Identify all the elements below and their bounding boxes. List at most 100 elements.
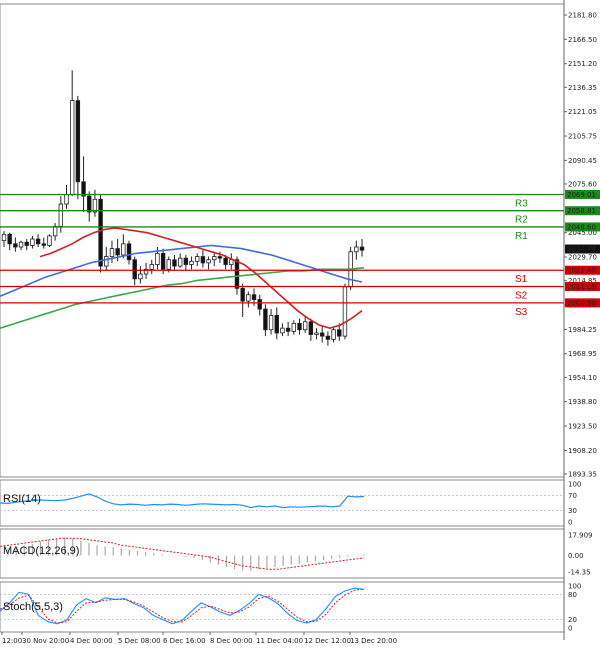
candle-body [87,195,92,213]
candle-body [41,243,46,246]
candle-body [7,233,12,245]
price-tick-label: 2121.05 [568,108,597,116]
price-tick-label: 2105.75 [568,133,597,141]
candle-body [223,257,228,265]
price-panel: 2181.80 2166.50 2151.20 2136.35 2121.05 2105.… [0,3,600,479]
candle-body [69,100,75,195]
time-tick-label: 11 Dec 04:00 [256,637,303,645]
level-label-r2: R2 [515,215,528,226]
price-tick-label: 1984.25 [568,326,597,334]
price-tick-label: 2151.20 [568,60,597,68]
macd-tick-label: 0.00 [568,552,584,560]
price-frame [0,3,565,478]
time-tick-label: 6 Dec 16:00 [163,637,206,645]
time-tick-label: 5 Dec 08:00 [118,637,161,645]
time-tick-label: 12 Dec 12:00 [304,637,351,645]
rsi-label: RSI(14) [3,493,41,505]
level-label-s3: S3 [515,307,528,318]
level-price-label: 2021.40 [567,267,596,275]
price-tick-label: 2029.70 [568,254,597,262]
stoch-label: Stoch(5,5,3) [3,601,63,613]
candle-body [229,259,234,265]
price-tick-label: 2166.50 [568,36,597,44]
level-label-s1: S1 [515,274,528,285]
candle-body [155,252,160,265]
candle-body [115,248,120,256]
level-price-box [565,206,600,216]
candle-body [149,264,154,270]
candle-body [280,327,285,334]
time-tick-label: 4 Dec 00:00 [70,637,113,645]
price-tick-label: 2014.85 [568,277,597,285]
candle-body [240,287,245,302]
price-tick-label: 1923.50 [568,423,597,431]
candle-body [257,299,262,310]
level-price-box [565,222,600,232]
candle-body [172,259,177,267]
price-tick-label: 2090.45 [568,157,597,165]
macd-panel-frame [0,528,565,579]
candle-body [217,256,223,259]
candle-body [52,225,58,237]
candle-body [234,259,240,289]
candle-body [132,259,137,280]
stoch-tick-label: 80 [568,591,577,599]
candle-body [183,257,189,265]
candle-body [251,294,257,300]
level-price-label: 2058.81 [567,207,596,215]
candle-body [342,286,348,337]
candle-body [126,243,132,261]
candle-body [166,259,171,270]
candle-body [302,321,308,331]
rsi-tick-label: 30 [568,507,577,515]
candle-body [58,203,64,227]
stoch-k-line [0,587,365,625]
rsi-panel-frame [0,479,565,527]
price-tick-label: 1893.35 [568,471,597,479]
candle-body [24,241,29,246]
level-price-label: 2069.01 [567,191,596,199]
candle-body [320,332,325,337]
candle-body [359,246,365,251]
rsi-line [0,493,365,509]
level-label-s2: S2 [515,290,528,301]
macd-tick-label: -14.35 [568,569,591,577]
candle-body [212,256,217,261]
level-price-box [565,281,600,291]
candle-body [354,246,359,253]
candle-body [314,332,319,335]
ma-blue-line [0,244,363,298]
candle-body [337,329,342,337]
candle-body [160,252,166,270]
candle-body [13,243,18,248]
candle-body [92,198,98,213]
price-tick-label: 2075.60 [568,180,597,188]
price-tick-label: 2181.80 [568,12,597,20]
candle-body [75,100,81,183]
candle-body [47,235,52,246]
level-label-r3: R3 [515,198,528,209]
candle-body [285,327,291,332]
candle-body [64,194,69,205]
macd-tick-label: 17.909 [568,532,593,540]
level-price-box [565,298,600,308]
candle-body [297,322,302,331]
level-price-label: 2000.90 [567,299,596,307]
macd-panel: 17.909 0.00 -14.35 MACD(12,26,9) [0,528,593,579]
candle-body [109,248,115,257]
level-price-label: 2048.60 [567,223,596,231]
last-price-label: 2034.74 [567,246,596,254]
rsi-tick-label: 70 [568,492,577,500]
price-tick-label: 1968.95 [568,350,597,358]
candle-body [325,335,331,340]
time-tick-label: 12:00 [2,637,22,645]
price-tick-label: 1954.10 [568,374,597,382]
candle-body [1,233,7,242]
level-price-box [565,265,600,275]
ma-red-line [39,227,363,330]
macd-label: MACD(12,26,9) [3,545,79,557]
candle-body [263,308,268,331]
stoch-tick-label: 100 [568,583,581,591]
